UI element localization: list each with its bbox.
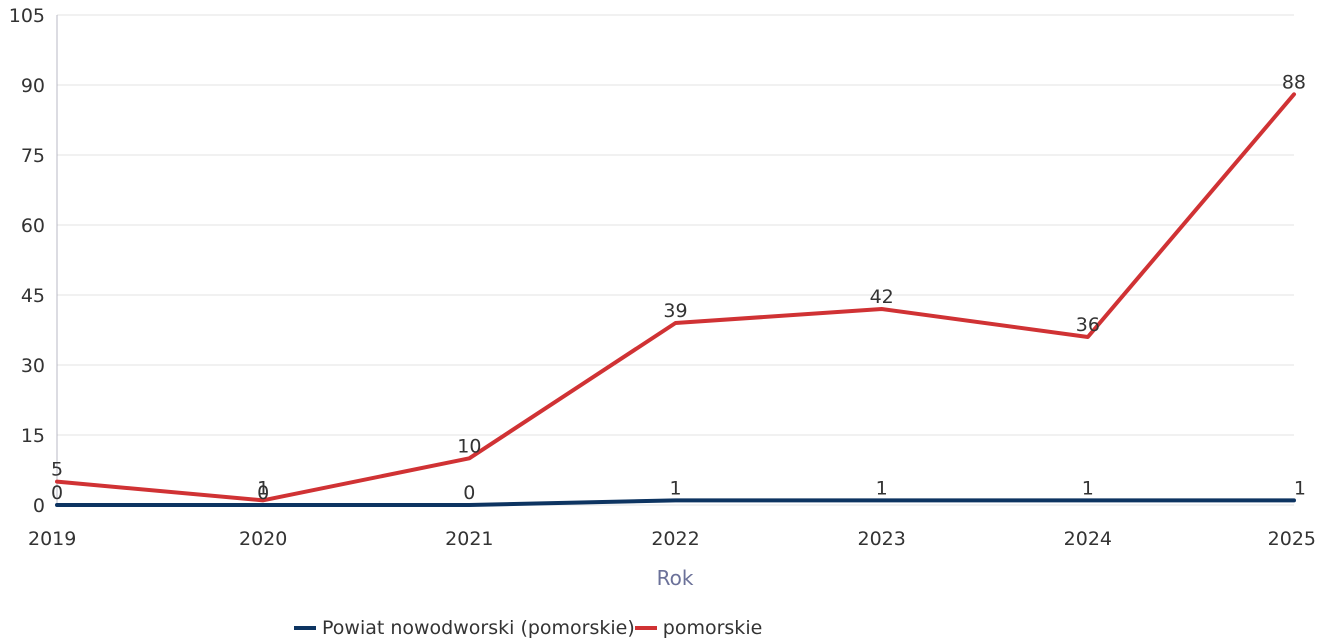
x-tick-label-2021: 2021 [445,528,493,550]
legend-item-powiat[interactable]: Powiat nowodworski (pomorskie) [294,617,635,639]
series-line-1 [55,92,1296,503]
data-label-1-0: 5 [51,459,63,481]
y-tick-label-30: 30 [21,355,45,377]
legend: Powiat nowodworski (pomorskie) pomorskie [294,617,762,639]
data-label-1-2: 10 [457,435,481,457]
x-tick-label-2020: 2020 [239,528,287,550]
data-label-0-4: 1 [876,477,888,499]
y-tick-label-90: 90 [21,75,45,97]
y-axis-ticks: 0 15 30 45 60 75 90 105 [9,5,45,517]
y-tick-label-45: 45 [21,285,45,307]
x-tick-label-2019: 2019 [28,528,76,550]
y-tick-label-60: 60 [21,215,45,237]
y-tick-label-75: 75 [21,145,45,167]
x-tick-label-2025: 2025 [1268,528,1316,550]
x-tick-label-2023: 2023 [857,528,905,550]
y-tick-label-0: 0 [33,495,45,517]
data-label-1-1: 1 [257,477,269,499]
series-lines [55,92,1296,507]
y-tick-label-15: 15 [21,425,45,447]
data-label-0-3: 1 [669,477,681,499]
legend-swatch-pomorskie [634,626,657,630]
series-line-0 [55,498,1296,507]
x-tick-label-2024: 2024 [1064,528,1112,550]
x-tick-label-2022: 2022 [651,528,699,550]
legend-label-powiat: Powiat nowodworski (pomorskie) [322,617,635,639]
data-label-1-4: 42 [870,286,894,308]
x-axis-title: Rok [657,566,694,590]
data-label-0-6: 1 [1294,477,1306,499]
y-tick-label-105: 105 [9,5,45,27]
data-label-0-1: 0 [257,482,269,504]
legend-swatch-powiat [294,626,316,630]
legend-label-pomorskie: pomorskie [662,617,763,639]
data-label-1-3: 39 [663,300,687,322]
data-label-0-0: 0 [51,482,63,504]
x-axis-ticks: 2019 2020 2021 2022 2023 2024 2025 [28,528,1316,550]
data-label-0-5: 1 [1082,477,1094,499]
data-label-1-6: 88 [1282,71,1306,93]
gridlines [57,14,1294,506]
data-label-1-5: 36 [1076,314,1100,336]
legend-item-pomorskie[interactable]: pomorskie [634,617,763,639]
data-label-0-2: 0 [463,482,475,504]
